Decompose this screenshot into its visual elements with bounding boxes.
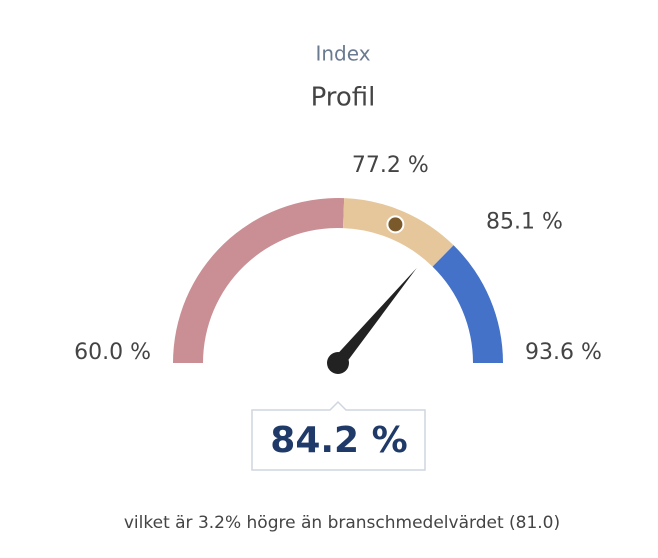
tick-label: 60.0 %: [74, 340, 151, 365]
tick-label: 85.1 %: [486, 209, 563, 234]
value-label: 84.2 %: [270, 420, 407, 461]
tick-label: 77.2 %: [352, 153, 429, 178]
chart-subtitle: Profil: [311, 83, 376, 113]
benchmark-marker: [386, 215, 405, 234]
needle-hub: [327, 352, 349, 374]
gauge-band: [173, 198, 345, 363]
tick-label: 93.6 %: [525, 340, 602, 365]
gauge-band: [432, 245, 503, 363]
needle: [331, 260, 424, 369]
chart-title: Index: [315, 42, 370, 66]
footnote: vilket är 3.2% högre än branschmedelvärd…: [124, 513, 560, 533]
value-box: [251, 400, 426, 471]
